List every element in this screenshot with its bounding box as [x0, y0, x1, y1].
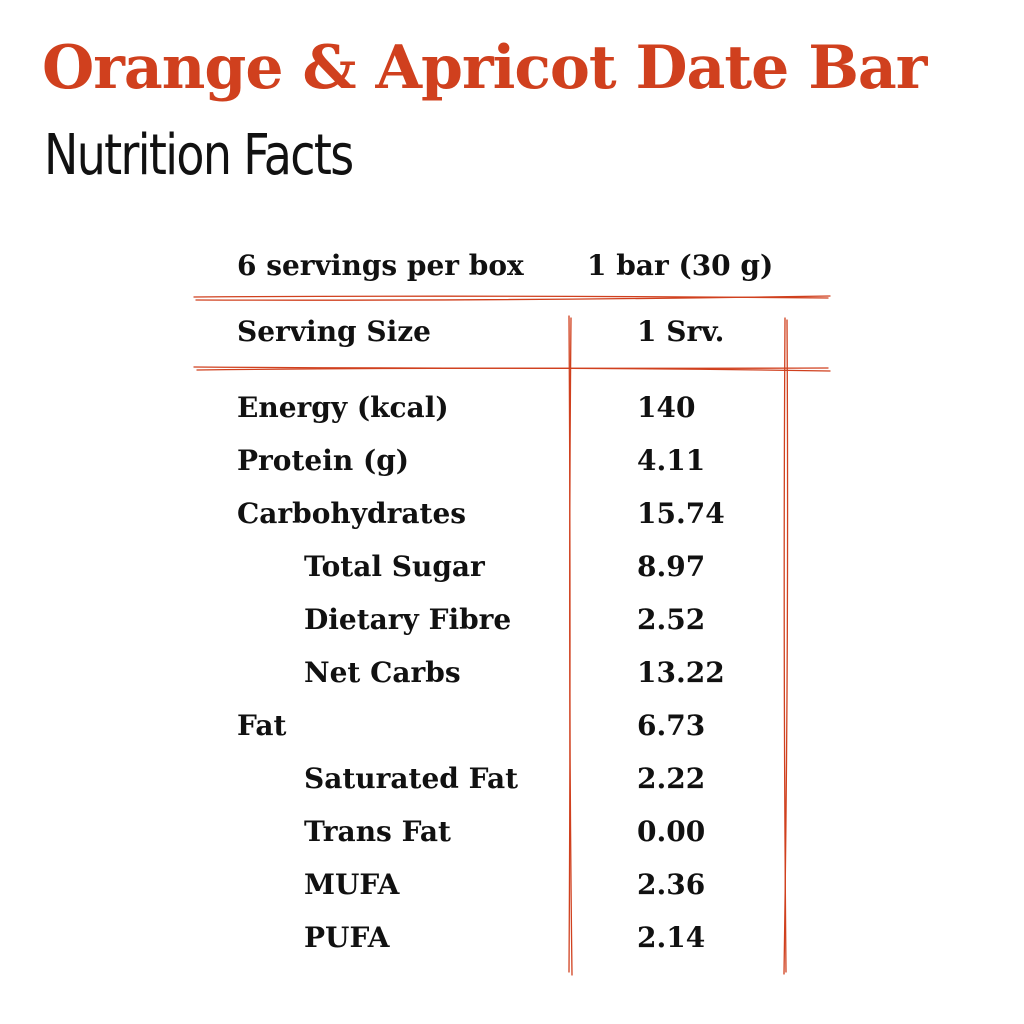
nutrient-label: Dietary Fibre [304, 603, 512, 636]
nutrient-value: 2.22 [637, 762, 706, 795]
nutrient-label: MUFA [304, 868, 400, 901]
nutrient-label: Carbohydrates [237, 497, 467, 530]
nutrient-value: 2.52 [637, 603, 706, 636]
column-border-right-sketch [783, 319, 789, 975]
nutrition-facts-heading: Nutrition Facts [44, 123, 354, 188]
nutrient-label: PUFA [304, 921, 390, 954]
nutrient-value: 13.22 [637, 656, 725, 689]
nutrient-label: Fat [237, 709, 287, 742]
nutrient-label: Energy (kcal) [237, 391, 449, 424]
nutrient-value: 2.14 [637, 921, 706, 954]
nutrient-value: 6.73 [637, 709, 706, 742]
rule-under-serving-size-sketch [196, 367, 831, 372]
nutrient-value: 15.74 [637, 497, 725, 530]
product-title: Orange & Apricot Date Bar [42, 33, 927, 103]
nutrient-value: 4.11 [637, 444, 706, 477]
nutrient-value: 2.36 [637, 868, 706, 901]
serving-size-value: 1 Srv. [637, 315, 725, 348]
nutrient-label: Trans Fat [304, 815, 451, 848]
nutrient-label: Protein (g) [237, 444, 410, 477]
nutrient-label: Saturated Fat [304, 762, 519, 795]
serving-weight: 1 bar (30 g) [587, 249, 774, 282]
nutrient-value: 8.97 [637, 550, 706, 583]
nutrient-label: Net Carbs [304, 656, 461, 689]
nutrient-value: 140 [637, 391, 696, 424]
nutrient-label: Total Sugar [304, 550, 485, 583]
column-divider-left-sketch [569, 317, 573, 976]
nutrient-value: 0.00 [637, 815, 706, 848]
rule-under-servings-sketch [195, 295, 831, 301]
serving-size-label: Serving Size [237, 315, 431, 348]
servings-per-box: 6 servings per box [237, 249, 524, 282]
